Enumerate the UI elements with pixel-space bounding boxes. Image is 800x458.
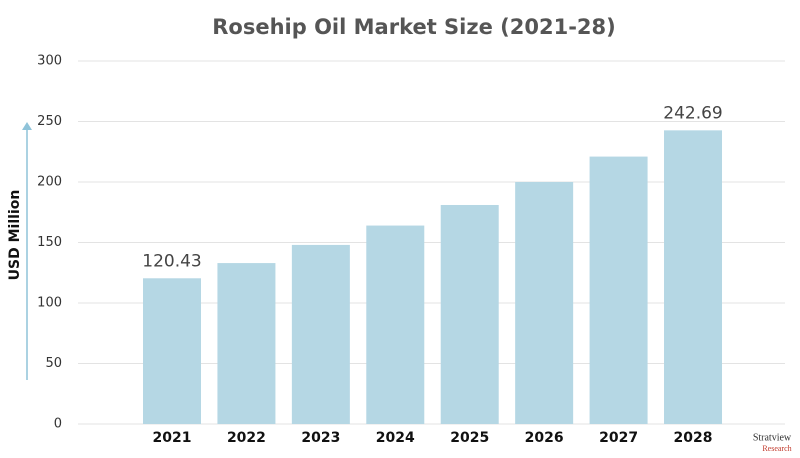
y-axis-label: USD Million: [7, 190, 23, 281]
chart-title: Rosehip Oil Market Size (2021-28): [212, 15, 616, 39]
y-tick-label: 0: [54, 417, 62, 432]
y-tick-label: 300: [37, 54, 62, 69]
y-tick-label: 250: [37, 114, 62, 129]
bar: [589, 156, 648, 424]
bar: [440, 204, 499, 424]
x-tick-label: 2022: [227, 430, 266, 446]
bar: [515, 182, 574, 424]
bar: [143, 278, 201, 424]
x-tick-label: 2026: [525, 430, 564, 446]
x-tick-label: 2024: [376, 430, 415, 446]
bar: [291, 244, 350, 424]
y-tick-label: 200: [37, 175, 62, 190]
y-tick-label: 50: [45, 356, 62, 371]
x-tick-label: 2021: [153, 430, 192, 446]
logo-sub: Research: [762, 444, 791, 453]
y-tick-label: 100: [37, 296, 62, 311]
value-label: 120.43: [142, 251, 201, 271]
axis-arrow-head: [22, 122, 32, 130]
bar: [366, 225, 425, 424]
value-label: 242.69: [663, 103, 722, 123]
x-tick-label: 2025: [450, 430, 489, 446]
bar: [664, 130, 723, 424]
logo-name: Stratview: [753, 432, 792, 443]
bar: [217, 263, 276, 424]
x-tick-label: 2023: [301, 430, 340, 446]
y-tick-label: 150: [37, 235, 62, 250]
x-tick-label: 2027: [599, 430, 638, 446]
x-tick-label: 2028: [674, 430, 713, 446]
